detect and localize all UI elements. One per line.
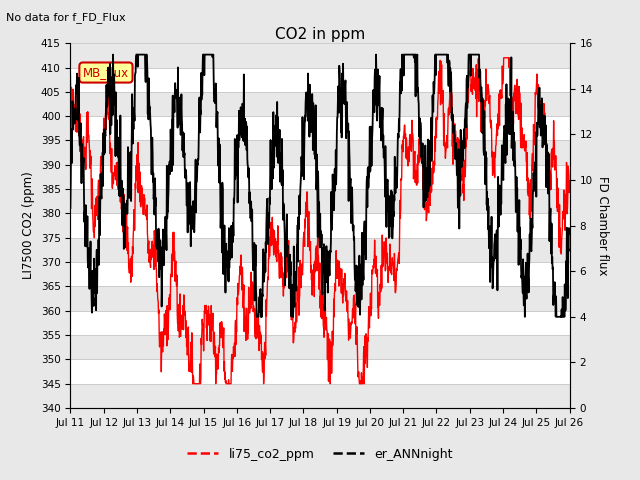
Bar <box>70 384 570 408</box>
Bar <box>70 287 570 311</box>
Y-axis label: FD Chamber flux: FD Chamber flux <box>596 176 609 276</box>
Y-axis label: LI7500 CO2 (ppm): LI7500 CO2 (ppm) <box>22 172 35 279</box>
Legend: li75_co2_ppm, er_ANNnight: li75_co2_ppm, er_ANNnight <box>182 443 458 466</box>
Bar <box>70 141 570 165</box>
Title: CO2 in ppm: CO2 in ppm <box>275 27 365 42</box>
Bar <box>70 189 570 214</box>
Bar <box>70 92 570 116</box>
Bar <box>70 238 570 262</box>
Text: No data for f_FD_Flux: No data for f_FD_Flux <box>6 12 126 23</box>
Bar <box>70 43 570 68</box>
Text: MB_flux: MB_flux <box>83 66 129 79</box>
Bar <box>70 335 570 360</box>
